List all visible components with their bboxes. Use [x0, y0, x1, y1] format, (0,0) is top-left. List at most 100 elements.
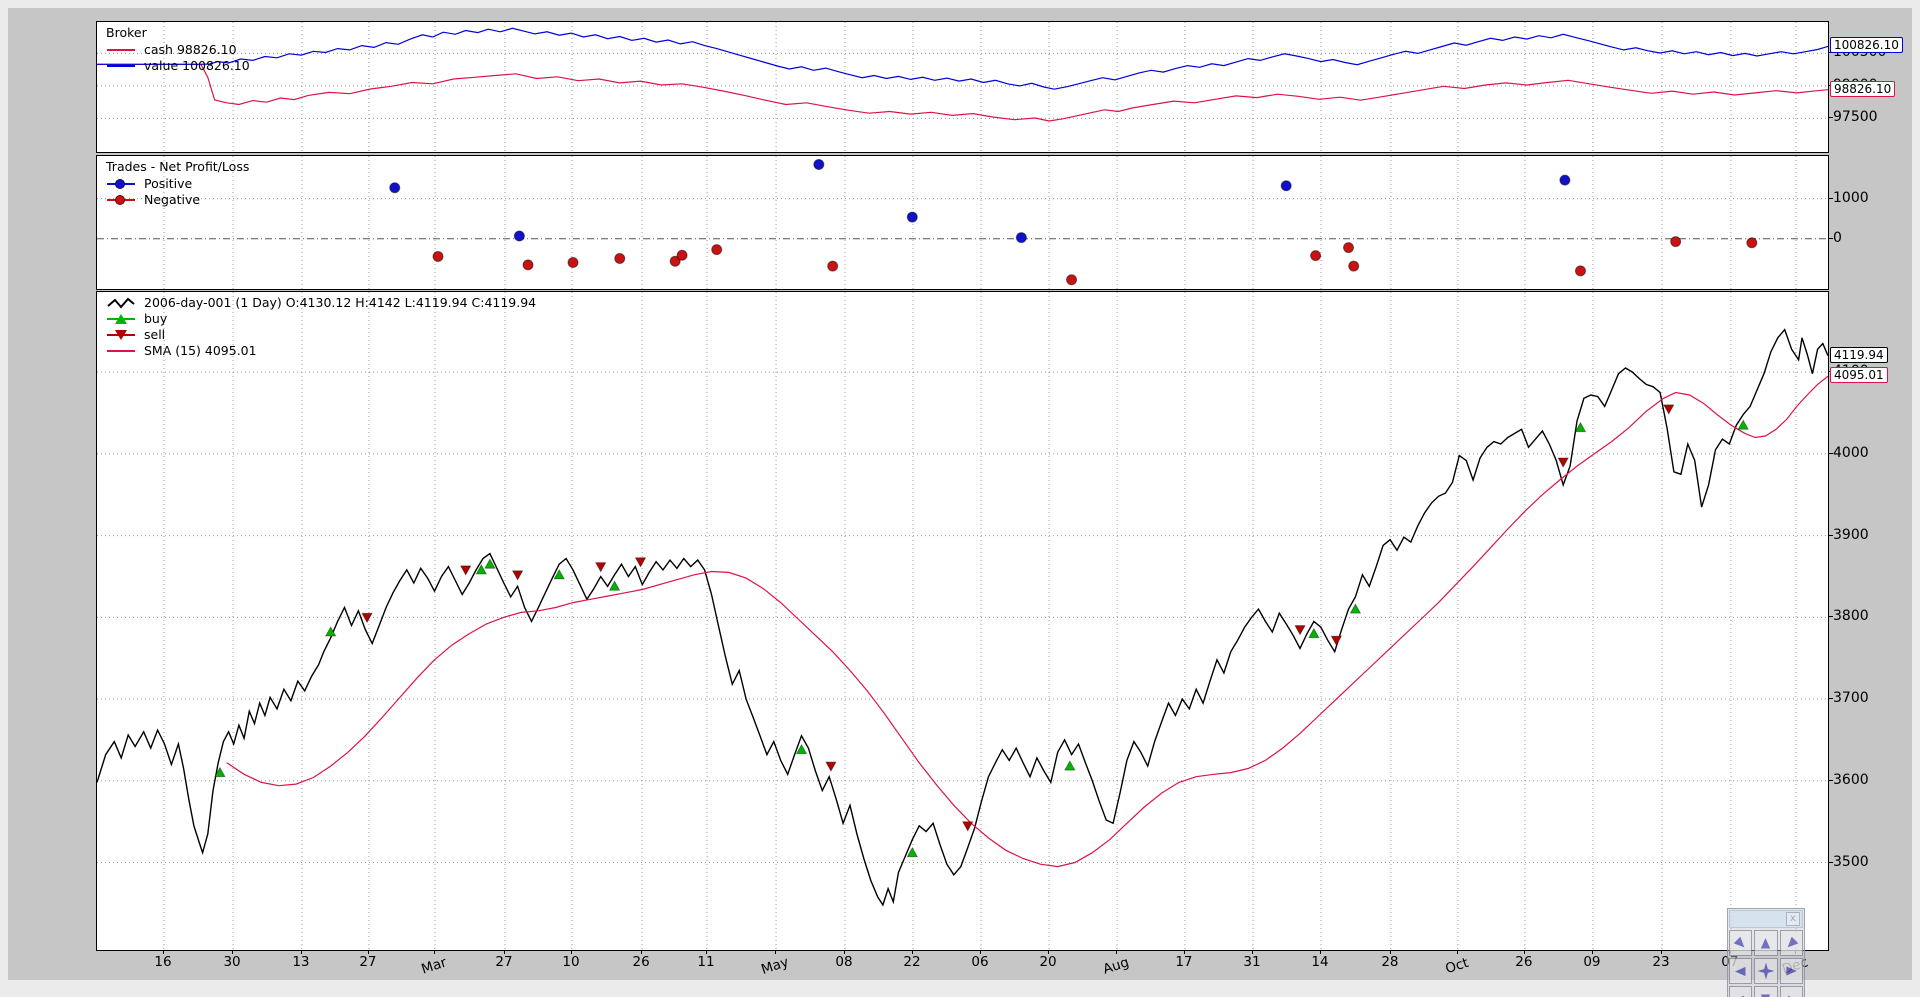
buy-marker — [325, 626, 337, 637]
broker-legend-title: Broker — [106, 25, 147, 40]
broker-panel[interactable]: Broker cash 98826.10 value 100826.10 — [96, 21, 1829, 153]
axis-value-tag: 4095.01 — [1830, 367, 1888, 384]
pan-right-button[interactable] — [1779, 958, 1803, 984]
trade-dot — [614, 252, 626, 264]
sell-marker — [361, 612, 373, 624]
sell-marker — [460, 565, 472, 576]
legend-label-buy: buy — [144, 311, 168, 326]
y-axis-tick-mark — [1828, 861, 1833, 863]
trade-dot — [1310, 250, 1322, 262]
legend-item-sell: sell — [106, 327, 536, 343]
series-line — [97, 63, 1828, 122]
pan-left-button[interactable] — [1729, 958, 1753, 984]
x-axis-tick-label: 08 — [835, 954, 853, 970]
x-axis-tick-mark — [232, 950, 234, 954]
pan-button-grid — [1729, 930, 1803, 997]
buy-marker — [1737, 419, 1749, 430]
trade-dot — [813, 158, 825, 170]
trade-dot — [513, 230, 525, 242]
x-axis-tick-label: 11 — [697, 954, 715, 970]
trade-dot — [389, 182, 401, 194]
y-axis-tick-mark — [1828, 698, 1833, 700]
broker-legend: Broker cash 98826.10 value 100826.10 — [106, 25, 250, 74]
x-axis-tick-label: 20 — [1039, 954, 1057, 970]
x-axis-tick-label: 26 — [1515, 954, 1533, 970]
x-axis-tick-mark — [1183, 950, 1185, 954]
x-axis-tick-label: 17 — [1175, 954, 1193, 970]
legend-label-sell: sell — [144, 327, 166, 342]
x-axis-tick-mark — [775, 950, 777, 954]
trade-dot — [1559, 174, 1571, 186]
legend-item-buy: buy — [106, 311, 536, 327]
x-axis-tick-label: 22 — [903, 954, 921, 970]
trade-dot — [1343, 242, 1355, 254]
sell-marker — [595, 562, 607, 573]
legend-label-positive: Positive — [144, 176, 193, 191]
cash-line-icon — [106, 44, 136, 56]
axis-value-tag: 4119.94 — [1830, 346, 1888, 363]
trade-dot — [827, 260, 839, 272]
legend-label-negative: Negative — [144, 192, 201, 207]
legend-item-negative: Negative — [106, 192, 249, 208]
trades-legend: Trades - Net Profit/Loss Positive Negati… — [106, 159, 249, 208]
x-axis-tick-label: 26 — [632, 954, 650, 970]
trade-dot — [567, 256, 579, 268]
pan-up-button[interactable] — [1754, 930, 1778, 956]
x-axis-tick-label: 14 — [1311, 954, 1329, 970]
series-line — [226, 375, 1828, 868]
x-axis-tick-mark — [1251, 950, 1253, 954]
x-axis-tick-mark — [980, 950, 982, 954]
arrow-up-icon — [1759, 937, 1772, 950]
x-axis-tick-mark — [1116, 950, 1118, 954]
widget-titlebar[interactable]: x — [1729, 910, 1803, 928]
legend-item-value: value 100826.10 — [106, 58, 250, 74]
pan-upleft-button[interactable] — [1729, 930, 1753, 956]
y-axis-tick-label: 0 — [1833, 229, 1842, 246]
pan-down-button[interactable] — [1754, 986, 1778, 997]
pan-downright-button[interactable] — [1779, 986, 1803, 997]
x-axis-tick-mark — [570, 950, 572, 954]
pan-downleft-button[interactable] — [1729, 986, 1753, 997]
price-legend: 2006-day-001 (1 Day) O:4130.12 H:4142 L:… — [106, 295, 536, 359]
axis-value-tag: 100826.10 — [1830, 37, 1903, 54]
x-axis-tick-label: 27 — [495, 954, 513, 970]
y-axis-tick-label: 1000 — [1833, 189, 1869, 206]
trade-dot — [669, 255, 681, 267]
trade-dot — [1015, 232, 1027, 244]
price-line-icon — [106, 297, 136, 309]
y-axis-tick-mark — [1828, 779, 1833, 781]
y-axis-tick-label: 97500 — [1833, 109, 1878, 126]
price-panel[interactable]: 2006-day-001 (1 Day) O:4130.12 H:4142 L:… — [96, 291, 1829, 951]
buy-marker — [795, 743, 808, 755]
pan-upright-button[interactable] — [1779, 930, 1803, 956]
trades-panel[interactable]: Trades - Net Profit/Loss Positive Negati… — [96, 155, 1829, 290]
trade-dot — [1746, 237, 1758, 249]
buy-marker — [906, 846, 918, 858]
y-axis-tick-mark — [1828, 197, 1833, 199]
price-plot[interactable] — [97, 292, 1828, 950]
broker-plot[interactable] — [97, 22, 1828, 152]
sell-marker-icon — [106, 329, 136, 341]
center-button[interactable] — [1754, 958, 1778, 984]
y-axis-tick-label: 3900 — [1833, 526, 1869, 543]
x-axis-tick-label: 31 — [1243, 954, 1261, 970]
y-axis-tick-label: 3800 — [1833, 608, 1869, 625]
trades-plot[interactable] — [97, 156, 1828, 289]
arrow-right-icon — [1786, 966, 1797, 976]
widget-close-button[interactable]: x — [1786, 912, 1800, 926]
legend-label-sma: SMA (15) 4095.01 — [144, 343, 257, 358]
sell-marker — [962, 821, 974, 832]
arrow-left-icon — [1734, 965, 1747, 978]
y-axis-tick-label: 4000 — [1833, 444, 1869, 461]
trade-dot — [432, 250, 444, 262]
buy-marker — [475, 564, 487, 575]
trade-dot — [906, 211, 918, 223]
legend-label-data: 2006-day-001 (1 Day) O:4130.12 H:4142 L:… — [144, 295, 537, 310]
buy-marker — [1574, 421, 1587, 433]
y-axis-tick-mark — [1828, 534, 1833, 536]
y-axis-tick-label: 3600 — [1833, 771, 1869, 788]
x-axis-tick-mark — [434, 950, 436, 954]
trade-dot — [522, 259, 534, 271]
pan-zoom-widget[interactable]: x — [1727, 908, 1805, 997]
